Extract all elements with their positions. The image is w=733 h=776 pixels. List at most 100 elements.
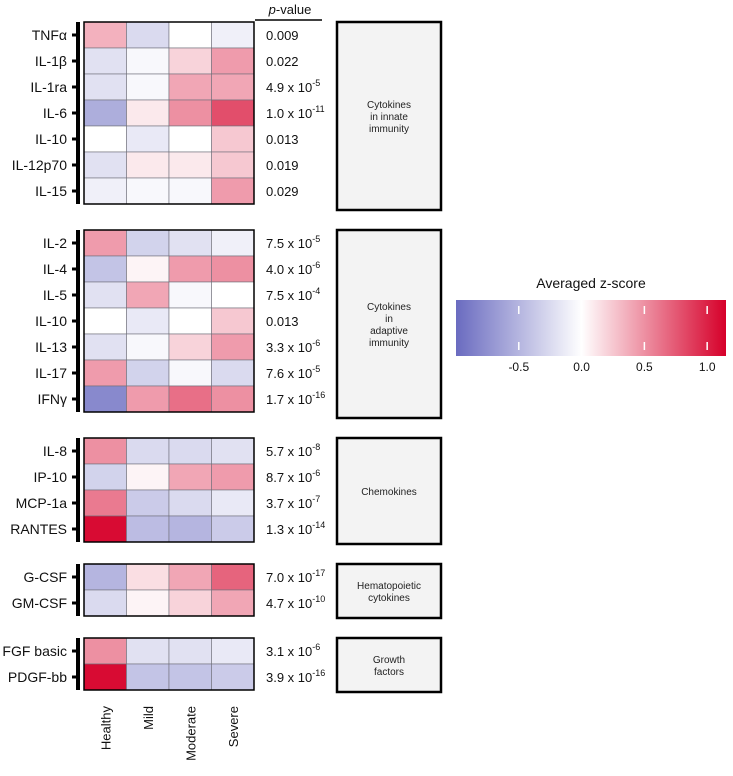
- heatmap-cell: [168, 281, 212, 309]
- heatmap-cell: [83, 333, 127, 361]
- p-value: 0.009: [266, 28, 299, 43]
- heatmap-cell: [83, 589, 127, 617]
- p-value-mantissa: 3.7 x 10: [266, 496, 312, 511]
- group-label: immunity: [369, 338, 409, 349]
- p-value-mantissa: 7.6 x 10: [266, 366, 312, 381]
- heatmap-cell: [211, 125, 255, 153]
- heatmap-cell: [83, 99, 127, 127]
- p-value: 5.7 x 10-8: [266, 442, 320, 459]
- p-value-mantissa: 0.013: [266, 132, 299, 147]
- heatmap-cell: [83, 663, 127, 691]
- row-label: IP-10: [34, 469, 68, 485]
- heatmap-cell: [211, 255, 255, 283]
- heatmap-cell: [211, 359, 255, 387]
- p-value: 3.7 x 10-7: [266, 494, 320, 511]
- row-label: IL-10: [35, 313, 67, 329]
- heatmap-cell: [126, 307, 170, 335]
- row-label: IL-8: [43, 443, 67, 459]
- heatmap-cell: [83, 125, 127, 153]
- heatmap-cell: [126, 637, 170, 665]
- row-label: MCP-1a: [16, 495, 68, 511]
- heatmap-cell: [168, 177, 212, 205]
- row-label: IL-1ra: [30, 79, 67, 95]
- group-label: in innate: [370, 112, 408, 123]
- row-label: RANTES: [10, 521, 67, 537]
- row-label: IL-12p70: [12, 157, 67, 173]
- group-label: Chemokines: [361, 487, 417, 498]
- pvalue-header: p-value: [268, 2, 312, 17]
- heatmap-cell: [168, 99, 212, 127]
- row-label: IL-15: [35, 183, 67, 199]
- heatmap-cell: [211, 151, 255, 179]
- row-label: IL-2: [43, 235, 67, 251]
- p-value-mantissa: 3.9 x 10: [266, 670, 312, 685]
- heatmap-cell: [211, 47, 255, 75]
- p-value-exponent: -11: [312, 104, 324, 114]
- column-label: Healthy: [98, 706, 113, 751]
- p-value: 7.5 x 10-5: [266, 234, 320, 251]
- p-value-exponent: -5: [312, 234, 320, 244]
- p-value-mantissa: 7.5 x 10: [266, 288, 312, 303]
- group-label: immunity: [369, 124, 409, 135]
- p-value-mantissa: 7.5 x 10: [266, 236, 312, 251]
- heatmap-cell: [126, 589, 170, 617]
- group-label: Hematopoietic: [357, 581, 421, 592]
- p-value-mantissa: 7.0 x 10: [266, 570, 312, 585]
- heatmap-cell: [83, 229, 127, 257]
- row-label: IL-10: [35, 131, 67, 147]
- legend-tick-label: -0.5: [508, 360, 529, 374]
- p-value-mantissa: 4.7 x 10: [266, 596, 312, 611]
- row-label: IFNγ: [37, 391, 67, 407]
- legend-tick-label: 0.5: [636, 360, 653, 374]
- p-value-exponent: -10: [312, 594, 325, 604]
- heatmap-cell: [126, 463, 170, 491]
- p-value-mantissa: 0.013: [266, 314, 299, 329]
- legend-tick-label: 0.0: [573, 360, 590, 374]
- heatmap-cell: [126, 47, 170, 75]
- heatmap-cell: [126, 177, 170, 205]
- heatmap-cell: [211, 281, 255, 309]
- group-grid-border: [83, 563, 255, 617]
- p-value-mantissa: 3.3 x 10: [266, 340, 312, 355]
- p-value: 1.0 x 10-11: [266, 104, 325, 121]
- p-value: 7.6 x 10-5: [266, 364, 320, 381]
- heatmap-cell: [211, 563, 255, 591]
- row-label: GM-CSF: [12, 595, 67, 611]
- p-value-mantissa: 4.9 x 10: [266, 80, 312, 95]
- p-value: 8.7 x 10-6: [266, 468, 320, 485]
- p-value-mantissa: 0.022: [266, 54, 299, 69]
- heatmap-cell: [83, 563, 127, 591]
- heatmap-cell: [126, 663, 170, 691]
- heatmap-cell: [211, 515, 255, 543]
- heatmap-cell: [211, 307, 255, 335]
- pvalue-header-rest: -value: [276, 2, 311, 17]
- p-value-exponent: -8: [312, 442, 320, 452]
- heatmap-cell: [126, 437, 170, 465]
- p-value-exponent: -5: [312, 78, 320, 88]
- heatmap-cell: [126, 99, 170, 127]
- heatmap-cell: [211, 73, 255, 101]
- heatmap-cell: [211, 437, 255, 465]
- p-value-exponent: -4: [312, 286, 320, 296]
- p-value-exponent: -6: [312, 468, 320, 478]
- heatmap-cell: [211, 177, 255, 205]
- group-label: cytokines: [368, 593, 410, 604]
- p-value: 1.7 x 10-16: [266, 390, 325, 407]
- heatmap-cell: [126, 359, 170, 387]
- heatmap-cell: [168, 637, 212, 665]
- heatmap-cell: [168, 151, 212, 179]
- heatmap-cell: [126, 21, 170, 49]
- heatmap-cell: [211, 21, 255, 49]
- heatmap-cell: [168, 21, 212, 49]
- heatmap-cell: [168, 437, 212, 465]
- heatmap-cell: [83, 281, 127, 309]
- group-grid-border: [83, 437, 255, 543]
- heatmap-cell: [168, 229, 212, 257]
- column-label: Mild: [141, 706, 156, 730]
- heatmap-cell: [168, 47, 212, 75]
- heatmap-cell: [83, 21, 127, 49]
- heatmap-cell: [83, 177, 127, 205]
- heatmap-cell: [168, 73, 212, 101]
- heatmap-cell: [211, 637, 255, 665]
